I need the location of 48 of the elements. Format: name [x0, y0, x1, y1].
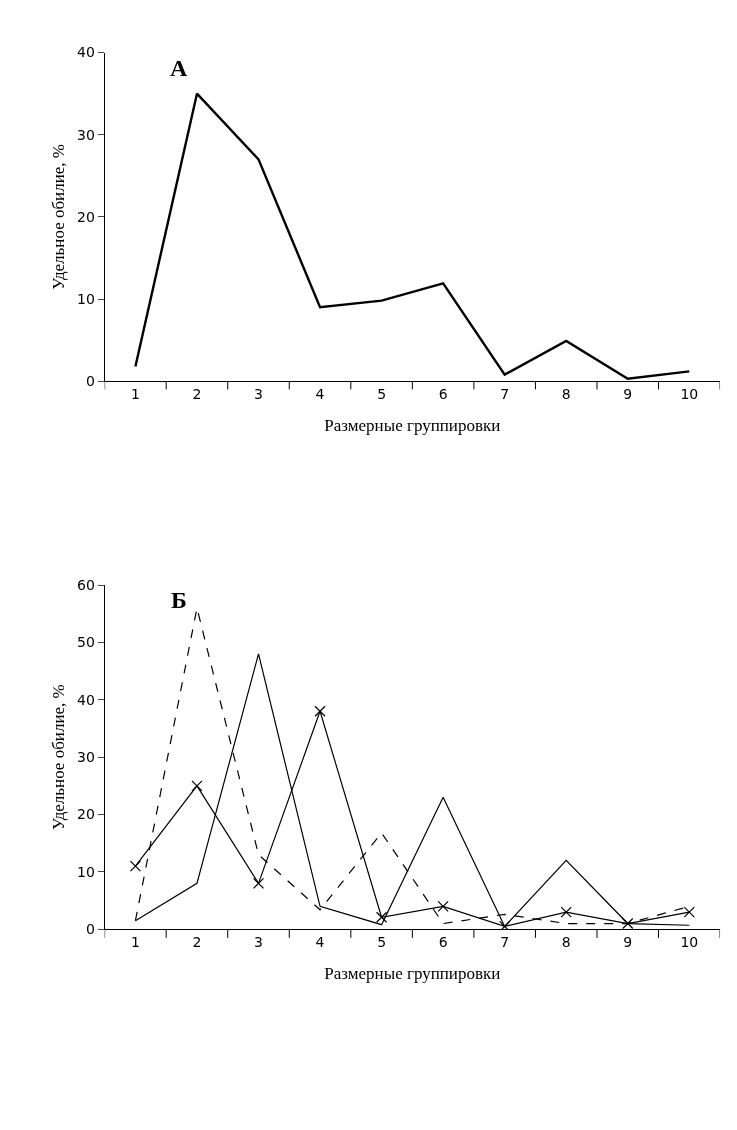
chart-title: А: [170, 55, 188, 81]
x-tick-label: 4: [315, 385, 325, 402]
y-tick-label: 30: [77, 126, 95, 143]
point: [314, 705, 326, 717]
point: [499, 920, 511, 930]
y-tick-label: 0: [85, 373, 95, 390]
x-tick-label: 1: [130, 385, 140, 402]
y-tick-label: 0: [85, 921, 95, 938]
y-tick-label: 20: [77, 806, 95, 823]
y-tick-label: 30: [77, 749, 95, 766]
point: [437, 900, 449, 912]
x-tick-label: 3: [254, 385, 263, 402]
y-tick-label: 40: [77, 691, 95, 708]
x-tick-label: 8: [561, 934, 571, 951]
y-tick-label: 10: [77, 863, 95, 880]
x-tick-label: 4: [315, 934, 325, 951]
x-tick-label: 10: [680, 385, 699, 402]
y-tick-label: 40: [77, 44, 95, 61]
x-axis-title: Размерные группировки: [324, 416, 501, 436]
x-tick-label: 6: [438, 934, 448, 951]
y-tick-label: 60: [77, 576, 95, 593]
y-axis-title: Удельное обилие, %: [48, 684, 68, 831]
point: [375, 911, 388, 923]
point: [560, 906, 572, 918]
x-tick-label: 2: [192, 934, 202, 951]
x-tick-label: 5: [377, 385, 387, 402]
x-tick-label: 7: [500, 385, 510, 402]
point: [252, 877, 265, 889]
x-tick-label: 9: [623, 934, 633, 951]
y-tick-label: 20: [77, 208, 95, 225]
x-tick-label: 2: [192, 385, 202, 402]
point: [191, 780, 203, 792]
x-tick-label: 6: [438, 385, 448, 402]
point: [622, 917, 634, 930]
x-tick-label: 10: [680, 934, 699, 951]
y-axis-title: Удельное обилие, %: [48, 144, 68, 290]
x-tick-label: 7: [500, 934, 510, 951]
x-tick-label: 9: [623, 385, 633, 402]
x-tick-label: 5: [377, 934, 387, 951]
point: [683, 906, 695, 918]
point: [129, 860, 142, 872]
y-tick-label: 10: [77, 290, 95, 307]
x-tick-label: 1: [130, 934, 140, 951]
x-axis-title: Размерные группировки: [324, 964, 501, 984]
chart-title: Б: [171, 587, 187, 613]
x-tick-label: 8: [561, 385, 571, 402]
x-tick-label: 3: [254, 934, 263, 951]
y-tick-label: 50: [77, 634, 95, 651]
